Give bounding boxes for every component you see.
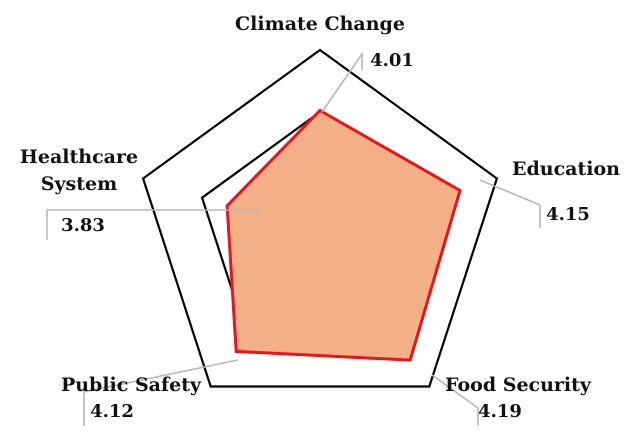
data-point-public-safety: [235, 350, 238, 353]
value-label-food-security: 4.19: [478, 401, 522, 422]
grid-ring: [141, 48, 499, 388]
data-point-food-security: [409, 358, 412, 362]
leader-line-food-security: [431, 374, 479, 426]
axis-label-healthcare-system-line-1: Healthcare: [20, 146, 138, 168]
axis-labels: Climate Change Education Food Security Publ…: [20, 13, 620, 396]
data-point-climate-change: [318, 109, 322, 112]
axis-label-education: Education: [512, 158, 620, 180]
value-label-climate-change: 4.01: [370, 50, 414, 71]
leader-line-education: [479, 179, 541, 228]
axis-label-climate-change: Climate Change: [235, 13, 405, 35]
label-leader-lines: [46, 51, 541, 426]
axis-label-food-security: Food Security: [445, 374, 592, 396]
data-point-education: [458, 189, 462, 192]
leader-line-climate-change: [321, 51, 363, 113]
axis-label-public-safety: Public Safety: [61, 374, 202, 396]
leader-line-healthcare-system: [46, 209, 262, 240]
value-label-healthcare-system: 3.83: [61, 215, 105, 236]
series-area: [225, 108, 462, 362]
data-point-healthcare-system: [225, 204, 229, 207]
axis-label-healthcare-system-line-2: System: [41, 173, 117, 195]
leader-line-public-safety: [83, 359, 239, 426]
value-label-education: 4.15: [546, 204, 590, 225]
radar-series: [225, 108, 462, 362]
value-label-public-safety: 4.12: [90, 401, 134, 422]
value-labels: 4.01 4.15 4.19 4.12 3.83: [61, 50, 590, 422]
